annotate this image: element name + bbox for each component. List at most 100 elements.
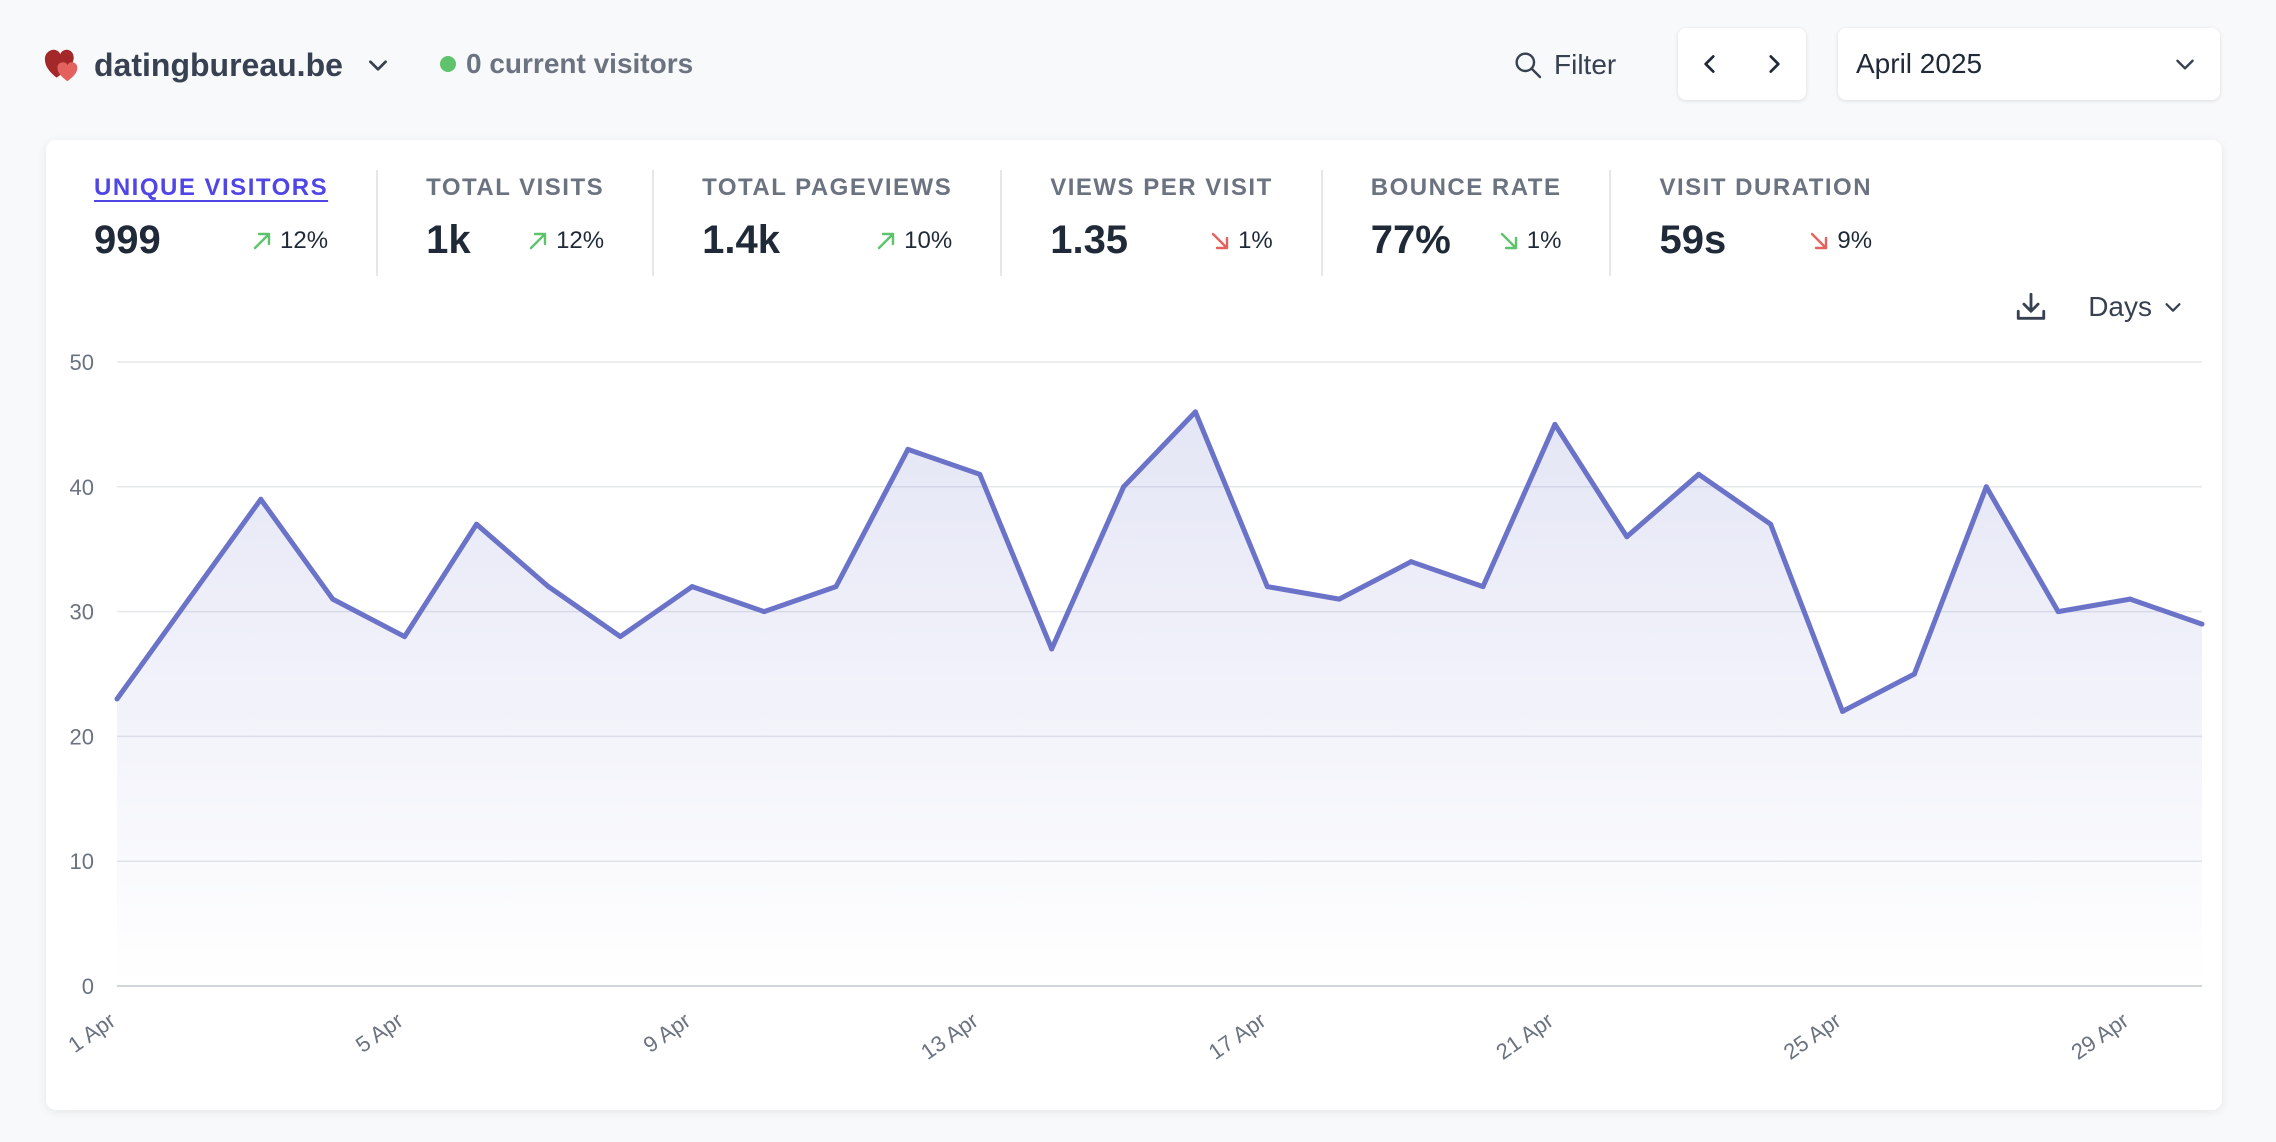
stat-label: VIEWS PER VISIT: [1050, 174, 1273, 201]
x-tick-label: 21 Apr: [1491, 1008, 1557, 1065]
stat-bounce-rate[interactable]: BOUNCE RATE 77% 1%: [1323, 170, 1612, 276]
data-point[interactable]: [1983, 484, 1989, 490]
current-visitors-label: 0 current visitors: [466, 48, 694, 79]
stat-change-value: 10%: [904, 227, 953, 254]
data-point[interactable]: [473, 521, 479, 527]
data-point[interactable]: [1121, 484, 1127, 490]
filter-button[interactable]: Filter: [1512, 44, 1616, 86]
stat-change: 1%: [1497, 227, 1561, 255]
period-label: April 2025: [1856, 48, 1983, 79]
stat-row: 1.4k 10%: [702, 218, 952, 263]
data-point[interactable]: [1840, 708, 1846, 714]
data-point[interactable]: [2055, 609, 2061, 615]
visitors-chart[interactable]: 0 10 20 30 40 50 1 Apr 5 Apr 9 Apr 13 Apr 17 Apr 21…: [46, 140, 2222, 1110]
stat-unique-visitors[interactable]: UNIQUE VISITORS 999 12%: [94, 170, 379, 276]
stat-total-visits[interactable]: TOTAL VISITS 1k 12%: [378, 170, 655, 276]
stat-label: TOTAL VISITS: [426, 174, 605, 201]
series-line: [114, 409, 2203, 714]
chevron-down-icon: [2176, 59, 2194, 70]
dashboard-card: UNIQUE VISITORS 999 12% TOTAL VISITS 1k 12% TO…: [46, 140, 2222, 1110]
top-bar: datingbureau.be 0 current visitors Filte…: [0, 0, 2276, 130]
period-picker[interactable]: April 2025: [1838, 28, 2220, 100]
period-navigation: [1678, 28, 1806, 100]
live-dot-icon: [440, 56, 456, 72]
top-stats: UNIQUE VISITORS 999 12% TOTAL VISITS 1k 12% TO…: [94, 170, 1920, 300]
arrow-up-right-icon: [877, 232, 895, 250]
y-tick-label: 40: [70, 475, 94, 500]
data-point[interactable]: [258, 496, 264, 502]
data-point[interactable]: [761, 609, 767, 615]
data-point[interactable]: [1696, 471, 1702, 477]
data-point[interactable]: [833, 584, 839, 590]
chart-tools: Days: [2014, 290, 2184, 324]
interval-picker[interactable]: Days: [2088, 291, 2184, 323]
heart-logo-icon: [44, 49, 78, 82]
x-tick-label: 17 Apr: [1204, 1008, 1270, 1065]
stat-total-pageviews[interactable]: TOTAL PAGEVIEWS 1.4k 10%: [654, 170, 1003, 276]
stat-label: VISIT DURATION: [1659, 174, 1873, 201]
stat-row: 59s 9%: [1659, 218, 1872, 263]
x-tick-label: 1 Apr: [63, 1008, 119, 1058]
data-point[interactable]: [1911, 671, 1917, 677]
chevron-down-icon[interactable]: [365, 52, 391, 78]
data-point[interactable]: [2199, 621, 2205, 627]
data-point[interactable]: [1624, 534, 1630, 540]
y-tick-label: 10: [70, 849, 94, 874]
y-tick-label: 0: [82, 974, 94, 999]
site-name: datingbureau.be: [94, 46, 343, 83]
stat-row: 1.35 1%: [1050, 218, 1273, 263]
data-point[interactable]: [1552, 421, 1558, 427]
stat-label: TOTAL PAGEVIEWS: [702, 174, 953, 201]
stat-views-per-visit[interactable]: VIEWS PER VISIT 1.35 1%: [1002, 170, 1323, 276]
y-tick-label: 50: [70, 350, 94, 375]
data-point[interactable]: [1049, 646, 1055, 652]
x-tick-label: 5 Apr: [351, 1008, 407, 1058]
interval-label: Days: [2088, 291, 2152, 322]
data-point[interactable]: [186, 596, 192, 602]
chevron-right-icon: [1769, 55, 1780, 73]
x-tick-label: 29 Apr: [2067, 1008, 2133, 1065]
stat-change: 9%: [1807, 227, 1872, 255]
data-point[interactable]: [689, 584, 695, 590]
data-point[interactable]: [114, 696, 120, 702]
data-point[interactable]: [977, 471, 983, 477]
data-point[interactable]: [2127, 596, 2133, 602]
arrow-down-right-icon: [1211, 232, 1229, 250]
stat-row: 77% 1%: [1371, 218, 1562, 263]
next-period-button[interactable]: [1742, 28, 1806, 100]
data-point[interactable]: [617, 634, 623, 640]
data-point[interactable]: [1192, 409, 1198, 415]
data-point[interactable]: [545, 584, 551, 590]
chevron-down-icon: [2165, 303, 2181, 312]
x-tick-label: 13 Apr: [916, 1008, 982, 1065]
data-point[interactable]: [905, 446, 911, 452]
stat-label: BOUNCE RATE: [1370, 174, 1562, 201]
stat-value: 77%: [1370, 218, 1451, 262]
data-point[interactable]: [1480, 584, 1486, 590]
data-point[interactable]: [1768, 521, 1774, 527]
data-point[interactable]: [1264, 584, 1270, 590]
chevron-left-icon: [1704, 55, 1715, 73]
data-point[interactable]: [1408, 559, 1414, 565]
stat-change: 1%: [1208, 227, 1273, 255]
series-area: [117, 411, 2202, 986]
site-switcher[interactable]: datingbureau.be: [44, 40, 391, 90]
stat-row: 1k 12%: [426, 218, 604, 263]
stat-row: 999 12%: [94, 218, 328, 263]
stat-label: UNIQUE VISITORS: [94, 174, 329, 201]
stat-change: 12%: [250, 227, 328, 255]
stat-change: 12%: [526, 227, 604, 255]
stat-change: 10%: [874, 227, 952, 255]
data-point[interactable]: [1336, 596, 1342, 602]
stat-value: 59s: [1659, 218, 1727, 262]
download-icon[interactable]: [2014, 290, 2048, 324]
previous-period-button[interactable]: [1678, 28, 1742, 100]
data-point[interactable]: [330, 596, 336, 602]
data-point[interactable]: [402, 634, 408, 640]
x-tick-label: 25 Apr: [1779, 1008, 1845, 1065]
x-tick-label: 9 Apr: [639, 1008, 695, 1058]
current-visitors[interactable]: 0 current visitors: [440, 44, 693, 84]
filter-label: Filter: [1554, 49, 1617, 80]
stat-value: 1.4k: [702, 218, 780, 262]
stat-visit-duration[interactable]: VISIT DURATION 59s 9%: [1611, 170, 1920, 276]
